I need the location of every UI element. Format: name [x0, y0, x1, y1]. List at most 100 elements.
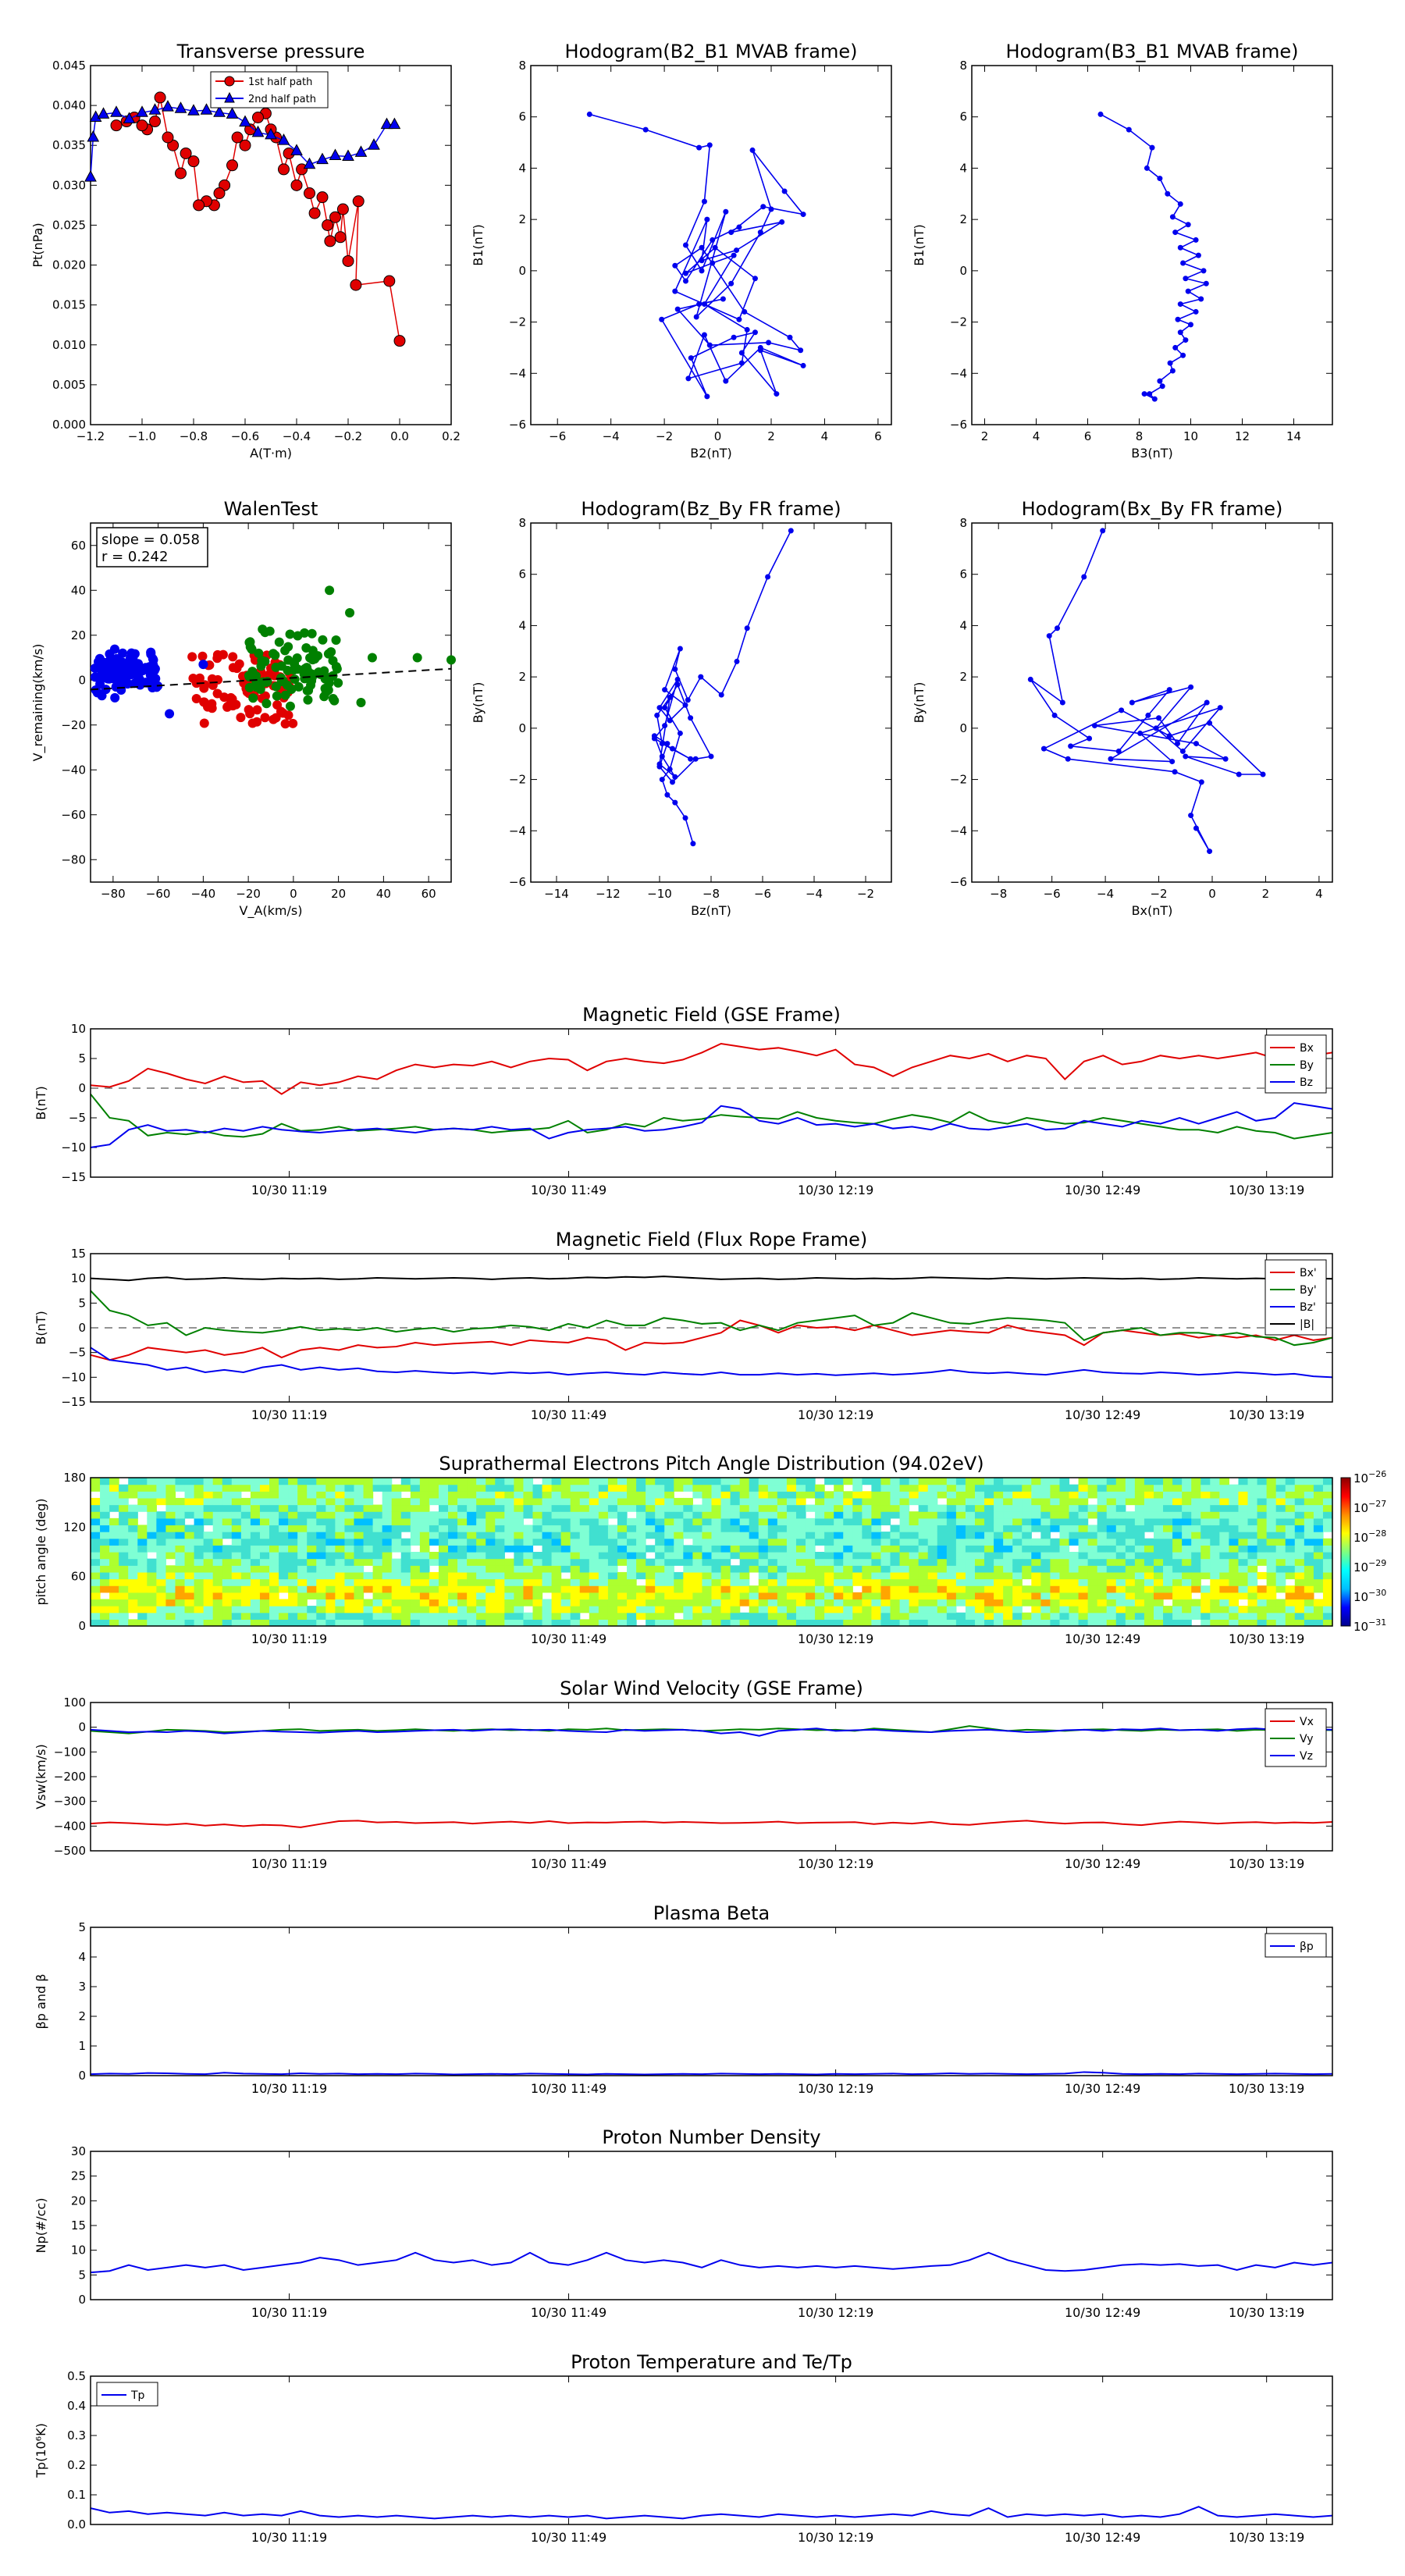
heatmap-cell [815, 1525, 825, 1532]
heatmap-cell [1257, 1478, 1268, 1485]
heatmap-cell [899, 1525, 910, 1532]
heatmap-cell [1247, 1592, 1258, 1600]
heatmap-cell [514, 1497, 525, 1506]
y-tick-label: 2 [518, 212, 526, 226]
heatmap-cell [175, 1538, 186, 1546]
heatmap-cell [363, 1552, 374, 1560]
heatmap-cell [1097, 1558, 1108, 1566]
heatmap-cell [448, 1491, 458, 1499]
heatmap-cell [269, 1558, 279, 1566]
heatmap-cell [994, 1599, 1004, 1606]
data-point [105, 666, 115, 676]
data-point [165, 709, 175, 719]
heatmap-cell [1200, 1565, 1211, 1573]
heatmap-cell [542, 1484, 553, 1492]
x-tick-label: 0 [1208, 887, 1216, 901]
heatmap-cell [307, 1545, 317, 1553]
heatmap-cell [203, 1491, 214, 1499]
heatmap-cell [692, 1619, 703, 1627]
heatmap-cell [598, 1592, 609, 1600]
heatmap-cell [476, 1478, 486, 1485]
heatmap-cell [1012, 1552, 1023, 1560]
heatmap-cell [1153, 1585, 1164, 1593]
heatmap-cell [824, 1578, 834, 1586]
heatmap-cell [871, 1484, 882, 1492]
heatmap-cell [843, 1504, 853, 1512]
heatmap-cell [175, 1497, 186, 1506]
data-point [218, 649, 228, 660]
heatmap-cell [909, 1612, 919, 1620]
y-tick-label: −20 [61, 718, 86, 732]
data-point [226, 159, 238, 172]
y-tick-label: −200 [54, 1770, 86, 1784]
heatmap-cell [1313, 1504, 1324, 1512]
heatmap-cell [871, 1565, 882, 1573]
heatmap-cell [147, 1478, 157, 1485]
heatmap-cell [918, 1491, 929, 1499]
time-tick-label: 10/30 12:19 [798, 2530, 873, 2545]
heatmap-cell [824, 1571, 834, 1580]
heatmap-cell [363, 1558, 374, 1566]
heatmap-cell [1003, 1532, 1013, 1539]
heatmap-cell [806, 1484, 816, 1492]
heatmap-cell [212, 1525, 223, 1532]
heatmap-cell [1134, 1545, 1145, 1553]
data-point [766, 340, 772, 346]
heatmap-cell [335, 1532, 346, 1539]
heatmap-cell [570, 1592, 581, 1600]
heatmap-cell [1257, 1504, 1268, 1512]
heatmap-cell [664, 1606, 674, 1614]
heatmap-cell [382, 1504, 393, 1512]
heatmap-cell [1285, 1552, 1296, 1560]
heatmap-cell [147, 1619, 157, 1627]
heatmap-cell [1144, 1538, 1154, 1546]
heatmap-cell [363, 1619, 374, 1627]
heatmap-cell [570, 1578, 581, 1586]
data-point [278, 676, 288, 686]
heatmap-cell [344, 1585, 355, 1593]
chart-h31: Hodogram(B3_B1 MVAB frame)2 4 6 8 10 12 14−6−4… [912, 41, 1333, 461]
heatmap-cell [711, 1558, 722, 1566]
chart-bfr: Magnetic Field (Flux Rope Frame)−15−10−5… [34, 1229, 1333, 1422]
heatmap-cell [382, 1511, 393, 1519]
data-point [367, 653, 377, 663]
heatmap-cell [1059, 1599, 1070, 1606]
heatmap-cell [589, 1578, 599, 1586]
heatmap-cell [297, 1491, 308, 1499]
heatmap-cell [655, 1517, 665, 1526]
heatmap-cell [1257, 1484, 1268, 1492]
heatmap-cell [683, 1525, 693, 1532]
heatmap-cell [1106, 1599, 1117, 1606]
heatmap-cell [1059, 1538, 1070, 1546]
heatmap-cell [335, 1578, 346, 1586]
heatmap-cell [1144, 1578, 1154, 1586]
heatmap-cell [279, 1525, 289, 1532]
data-point [699, 258, 705, 264]
x-tick-label: −0.6 [231, 429, 259, 443]
heatmap-cell [749, 1504, 759, 1512]
heatmap-cell [589, 1545, 599, 1553]
heatmap-cell [664, 1517, 674, 1526]
heatmap-cell [551, 1545, 562, 1553]
x-tick-label: −2 [857, 887, 874, 901]
heatmap-cell [984, 1504, 994, 1512]
heatmap-cell [880, 1545, 891, 1553]
heatmap-cell [720, 1525, 731, 1532]
heatmap-cell [1304, 1497, 1314, 1506]
heatmap-cell [579, 1478, 590, 1485]
heatmap-cell [1172, 1571, 1183, 1580]
data-point [228, 652, 238, 662]
heatmap-cell [1144, 1504, 1154, 1512]
heatmap-cell [702, 1545, 713, 1553]
data-point [225, 693, 235, 703]
heatmap-cell [307, 1571, 317, 1580]
heatmap-cell [994, 1552, 1004, 1560]
heatmap-cell [843, 1511, 853, 1519]
heatmap-cell [1125, 1552, 1136, 1560]
data-point [368, 138, 380, 150]
heatmap-cell [862, 1599, 873, 1606]
heatmap-cell [674, 1552, 684, 1560]
time-tick-label: 10/30 11:49 [531, 2305, 606, 2320]
heatmap-cell [871, 1599, 882, 1606]
heatmap-cell [354, 1571, 365, 1580]
